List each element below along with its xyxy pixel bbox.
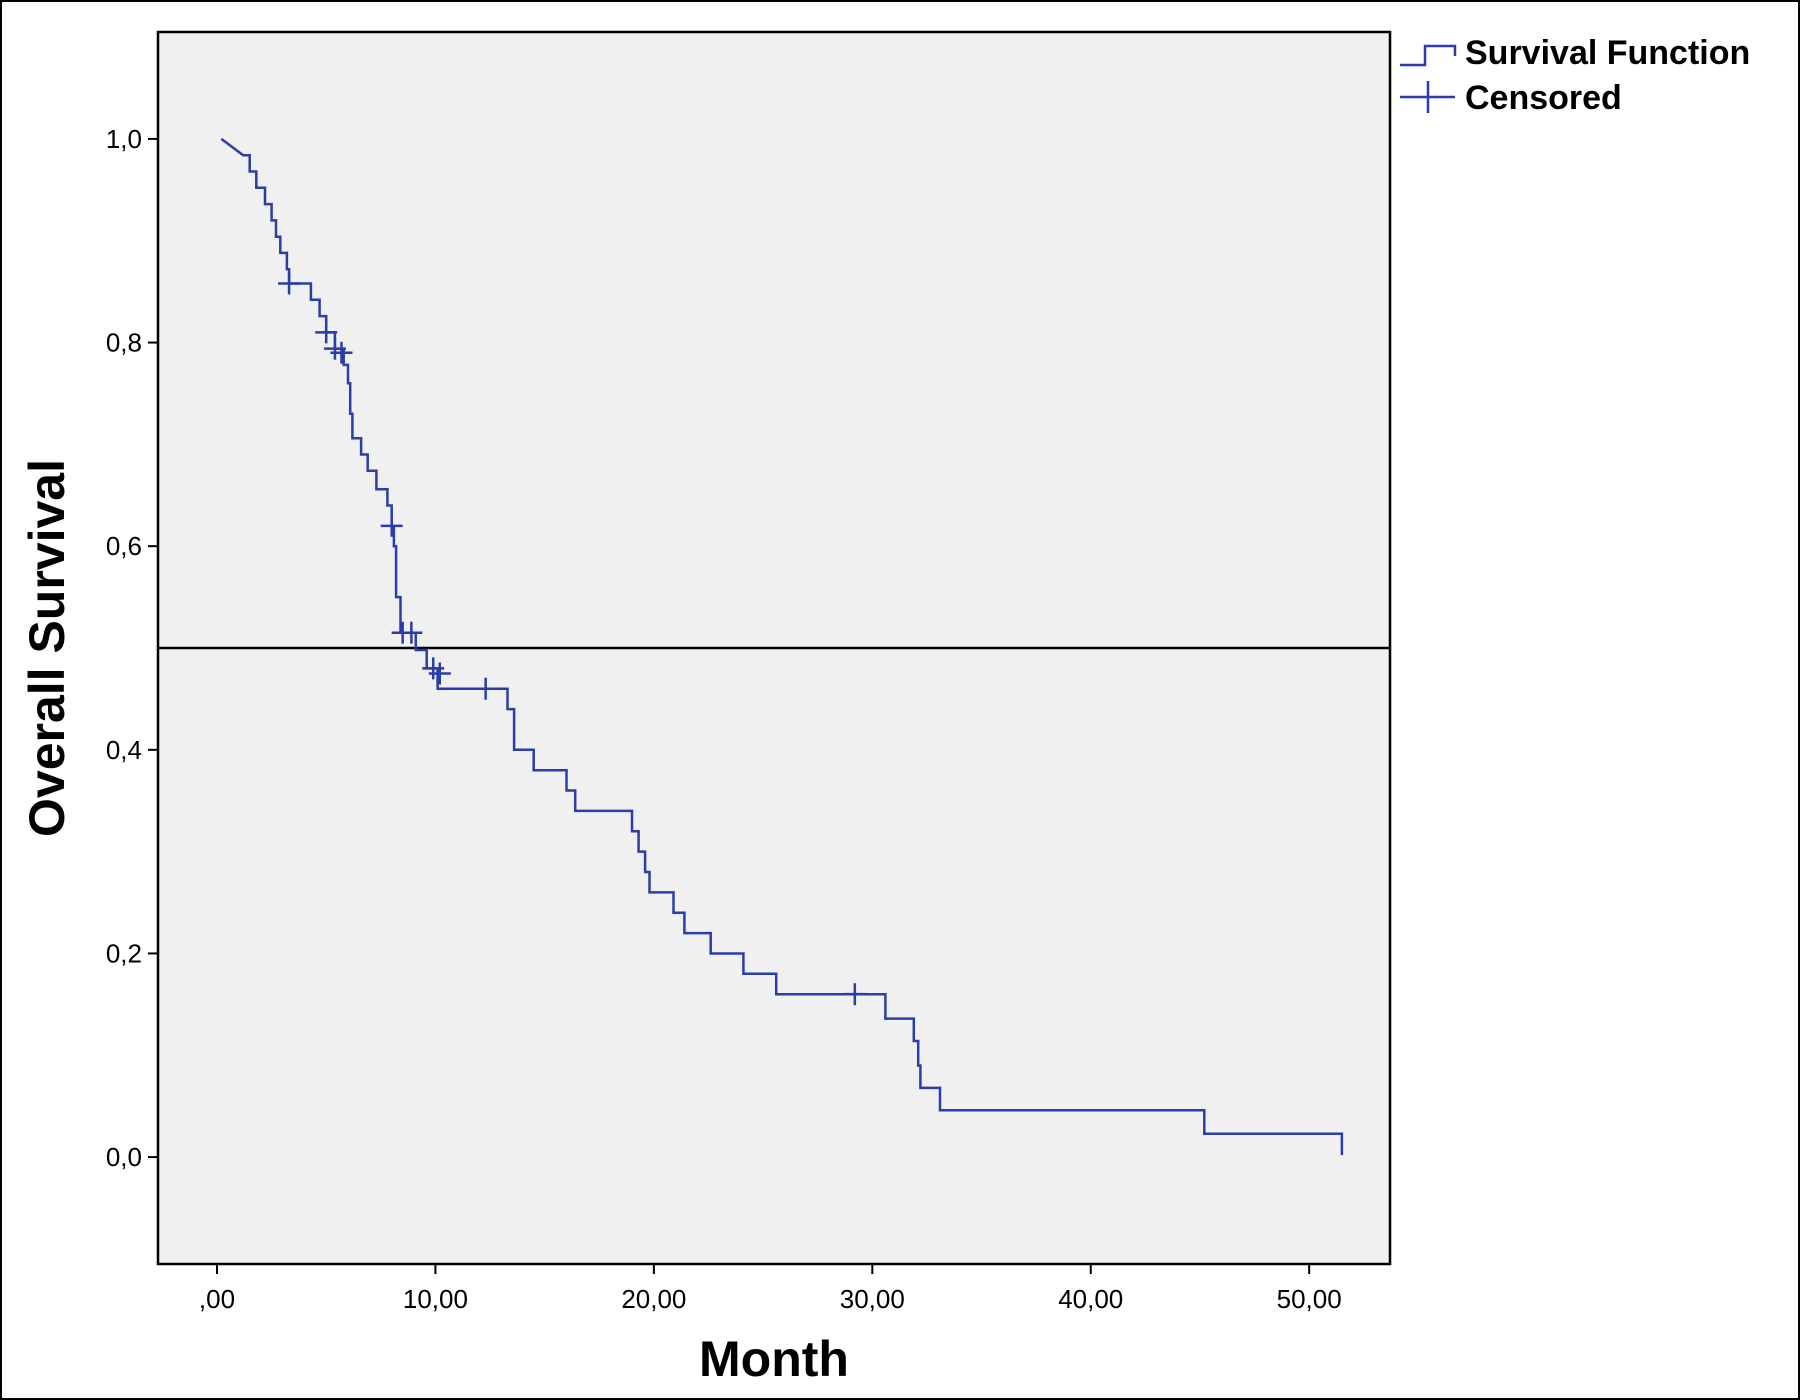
- x-tick-label: 50,00: [1277, 1284, 1342, 1314]
- y-tick-label: 0,0: [106, 1142, 142, 1172]
- survival-function-line: [220, 137, 1344, 1156]
- y-axis: 0,0 0,2 0,4 0,6 0,8 1,0: [106, 124, 158, 1172]
- x-axis: ,00 10,00 20,00 30,00 40,00 50,00: [199, 1264, 1342, 1314]
- censored-marker: [428, 662, 451, 685]
- legend: Survival Function Censored: [1400, 34, 1750, 117]
- x-tick-label: 40,00: [1058, 1284, 1123, 1314]
- y-tick-label: 0,8: [106, 328, 142, 358]
- censored-marker: [400, 621, 423, 644]
- x-tick-label: 10,00: [403, 1284, 468, 1314]
- survival-function-legend-icon: [1400, 44, 1457, 67]
- censored-markers: [278, 272, 866, 1006]
- y-tick-label: 0,2: [106, 938, 142, 968]
- legend-censored-label: Censored: [1465, 79, 1622, 117]
- y-tick-label: 0,6: [106, 531, 142, 561]
- censored-marker: [474, 677, 497, 700]
- x-tick-label: ,00: [199, 1284, 235, 1314]
- x-tick-label: 20,00: [621, 1284, 686, 1314]
- x-axis-title: Month: [699, 1331, 849, 1387]
- censored-marker: [843, 983, 866, 1006]
- censored-marker: [278, 272, 301, 295]
- legend-survival-function-label: Survival Function: [1465, 34, 1750, 72]
- x-tick-label: 30,00: [840, 1284, 905, 1314]
- censored-marker: [315, 321, 338, 344]
- y-tick-label: 1,0: [106, 124, 142, 154]
- censored-marker: [380, 514, 403, 537]
- censored-marker: [330, 341, 353, 364]
- y-tick-label: 0,4: [106, 735, 142, 765]
- y-axis-title: Overall Survival: [19, 459, 75, 837]
